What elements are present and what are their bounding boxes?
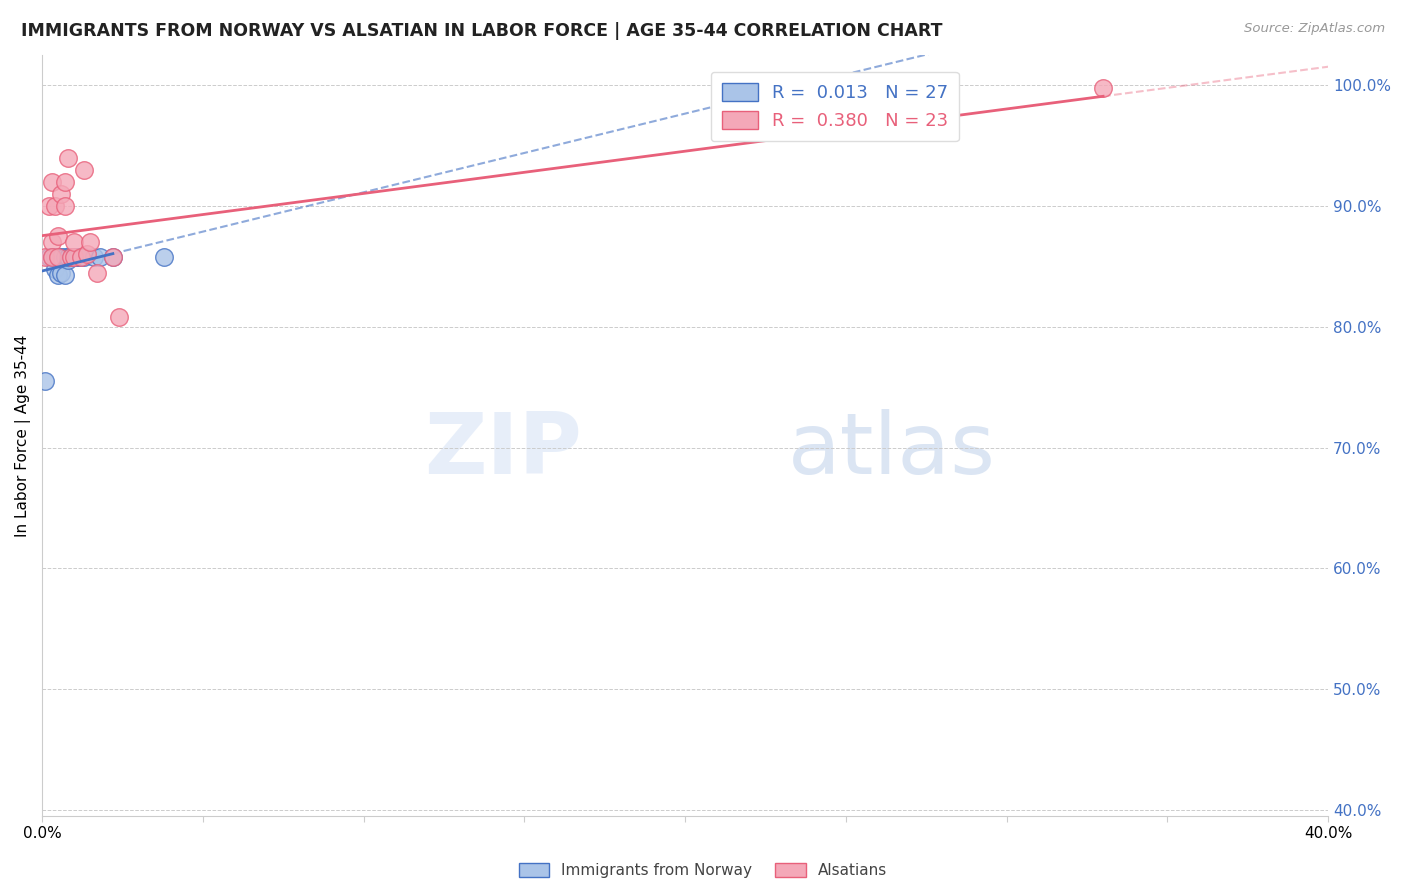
Point	[44, 199, 66, 213]
Point	[41, 175, 63, 189]
Point	[51, 250, 73, 264]
Text: ZIP: ZIP	[425, 409, 582, 492]
Point	[1092, 80, 1115, 95]
Point	[69, 250, 91, 264]
Point	[41, 250, 63, 264]
Legend: Immigrants from Norway, Alsatians: Immigrants from Norway, Alsatians	[513, 857, 893, 884]
Point	[101, 250, 124, 264]
Point	[46, 250, 69, 264]
Point	[66, 250, 89, 264]
Point	[69, 250, 91, 264]
Text: IMMIGRANTS FROM NORWAY VS ALSATIAN IN LABOR FORCE | AGE 35-44 CORRELATION CHART: IMMIGRANTS FROM NORWAY VS ALSATIAN IN LA…	[21, 22, 942, 40]
Point	[44, 250, 66, 264]
Point	[76, 247, 98, 261]
Point	[56, 250, 79, 264]
Point	[53, 199, 76, 213]
Text: atlas: atlas	[787, 409, 995, 492]
Point	[53, 175, 76, 189]
Point	[53, 250, 76, 264]
Point	[153, 250, 176, 264]
Point	[86, 265, 108, 279]
Point	[41, 250, 63, 264]
Point	[60, 250, 83, 264]
Text: Source: ZipAtlas.com: Source: ZipAtlas.com	[1244, 22, 1385, 36]
Point	[38, 199, 60, 213]
Point	[56, 151, 79, 165]
Point	[41, 250, 63, 264]
Point	[46, 250, 69, 264]
Point	[34, 374, 56, 388]
Point	[51, 265, 73, 279]
Point	[41, 235, 63, 250]
Point	[63, 250, 86, 264]
Point	[44, 250, 66, 264]
Point	[51, 186, 73, 201]
Point	[60, 250, 83, 264]
Y-axis label: In Labor Force | Age 35-44: In Labor Force | Age 35-44	[15, 334, 31, 537]
Point	[44, 250, 66, 264]
Legend: R =  0.013   N = 27, R =  0.380   N = 23: R = 0.013 N = 27, R = 0.380 N = 23	[710, 71, 959, 141]
Point	[53, 268, 76, 282]
Point	[108, 310, 131, 325]
Point	[101, 250, 124, 264]
Point	[66, 250, 89, 264]
Point	[34, 250, 56, 264]
Point	[73, 250, 96, 264]
Point	[46, 250, 69, 264]
Point	[46, 268, 69, 282]
Point	[63, 250, 86, 264]
Point	[46, 229, 69, 244]
Point	[56, 253, 79, 268]
Point	[89, 250, 111, 264]
Point	[63, 235, 86, 250]
Point	[79, 235, 101, 250]
Point	[44, 261, 66, 276]
Point	[38, 250, 60, 264]
Point	[73, 162, 96, 177]
Point	[83, 250, 105, 264]
